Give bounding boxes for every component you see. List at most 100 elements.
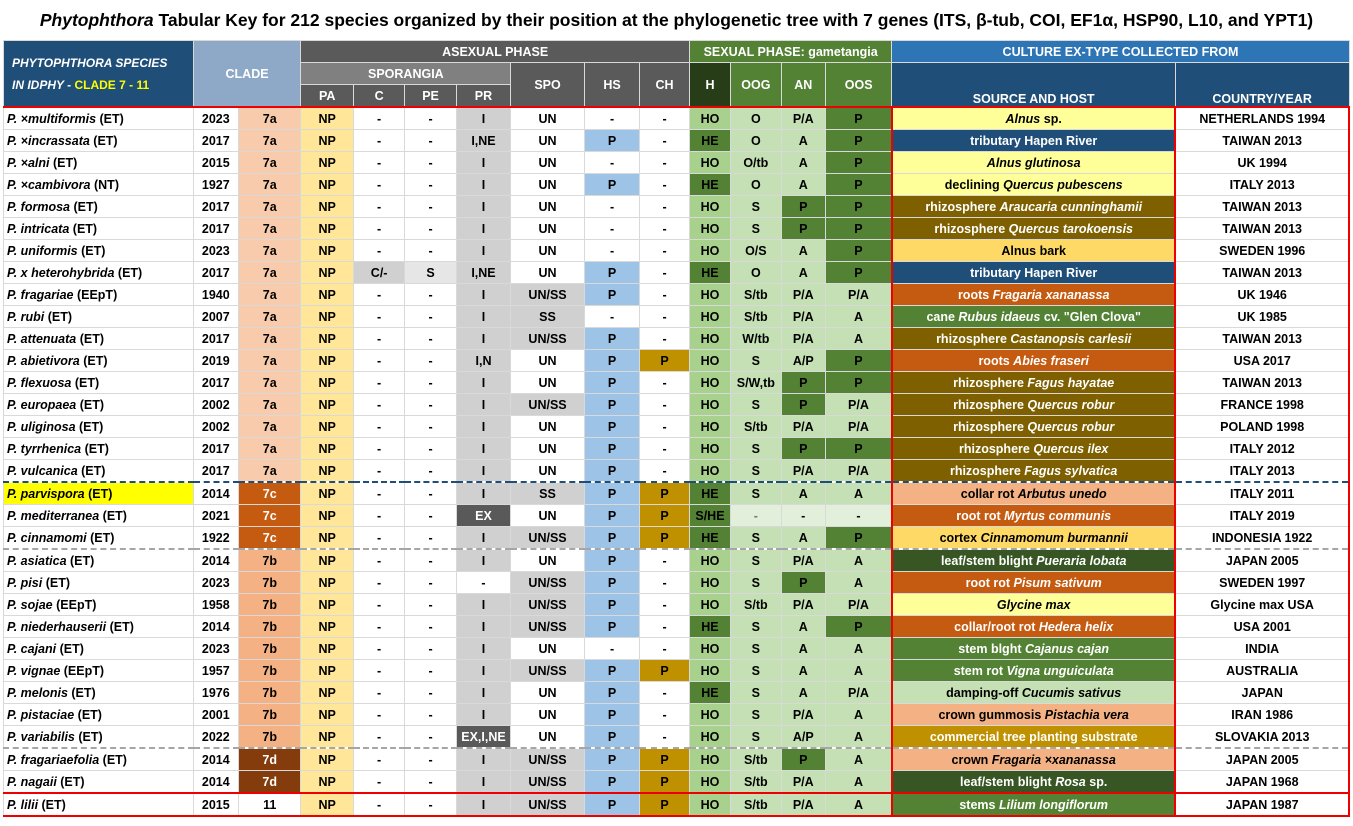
species-name: P. fragariaefolia (ET) — [3, 747, 194, 771]
h-cell: HO — [688, 792, 732, 817]
pr-cell: I — [455, 703, 512, 726]
clade-cell: 7d — [237, 747, 302, 771]
oog-cell: S/W,tb — [730, 371, 782, 394]
type-code: (ET) — [99, 752, 127, 767]
species-name: P. melonis (ET) — [3, 681, 194, 704]
pa-cell: NP — [300, 393, 354, 416]
source-cell: crown gummosis Pistachia vera — [890, 703, 1177, 726]
year-cell: 2017 — [192, 195, 239, 218]
title-text: Tabular Key for 212 species organized by… — [153, 10, 1314, 30]
pa-cell: NP — [300, 349, 354, 372]
pa-cell: NP — [300, 481, 354, 505]
pa-cell: NP — [300, 195, 354, 218]
pa-cell: NP — [300, 792, 354, 817]
an-cell: P — [780, 371, 826, 394]
hs-cell: P — [583, 571, 641, 594]
clade-cell: 7b — [237, 593, 302, 616]
type-code: (ET) — [42, 575, 70, 590]
an-cell: A — [780, 261, 826, 284]
oos-cell: P — [824, 195, 893, 218]
ch-cell: - — [639, 129, 690, 152]
species-binomial: P. x heterohybrida — [7, 265, 115, 280]
clade-cell: 7b — [237, 681, 302, 704]
an-cell: P/A — [780, 415, 826, 438]
ch-cell: - — [639, 703, 690, 726]
clade-cell: 7b — [237, 725, 302, 749]
clade-cell: 7a — [237, 173, 302, 196]
h-cell: HO — [688, 725, 732, 749]
clade-cell: 7a — [237, 415, 302, 438]
oog-cell: S — [730, 703, 782, 726]
species-binomial: P. pisi — [7, 575, 43, 590]
country-cell: AUSTRALIA — [1174, 659, 1350, 682]
h-cell: HE — [688, 615, 732, 638]
country-cell: FRANCE 1998 — [1174, 393, 1350, 416]
species-name: P. mediterranea (ET) — [3, 504, 194, 527]
spo-cell: SS — [510, 305, 585, 328]
pa-cell: NP — [300, 173, 354, 196]
pa-cell: NP — [300, 504, 354, 527]
country-cell: POLAND 1998 — [1174, 415, 1350, 438]
species-binomial: P. pistaciae — [7, 707, 75, 722]
h-cell: HO — [688, 437, 732, 460]
country-cell: TAIWAN 2013 — [1174, 217, 1350, 240]
species-binomial: P. flexuosa — [7, 375, 72, 390]
oos-cell: A — [824, 659, 893, 682]
oog-cell: O — [730, 261, 782, 284]
species-name: P. ×incrassata (ET) — [3, 129, 194, 152]
type-code: (ET) — [86, 530, 115, 545]
h-cell: HE — [688, 261, 732, 284]
pe-cell: - — [404, 681, 457, 704]
clade-cell: 7a — [237, 195, 302, 218]
source-cell: damping-off Cucumis sativus — [890, 681, 1177, 704]
pr-cell: I — [455, 770, 512, 794]
table-row: P. x heterohybrida (ET) 2017 7a NP C/- S I,NE U… — [3, 261, 1350, 284]
spo-cell: UN — [510, 459, 585, 483]
oos-cell: P — [824, 371, 893, 394]
c-cell: - — [352, 151, 406, 174]
species-binomial: P. vignae — [7, 663, 61, 678]
ch-cell: - — [639, 195, 690, 218]
pe-cell: - — [404, 349, 457, 372]
pr-cell: I — [455, 283, 512, 306]
oog-cell: O/tb — [730, 151, 782, 174]
hs-cell: P — [583, 415, 641, 438]
hs-cell: - — [583, 217, 641, 240]
source-cell: root rot Myrtus communis — [890, 504, 1177, 527]
pe-cell: - — [404, 504, 457, 527]
pr-cell: EX,I,NE — [455, 725, 512, 749]
species-binomial: P. uliginosa — [7, 419, 76, 434]
hs-cell: P — [583, 349, 641, 372]
pr-cell: I — [455, 481, 512, 505]
an-cell: P/A — [780, 459, 826, 483]
an-cell: P — [780, 195, 826, 218]
type-code: (ET) — [66, 553, 95, 568]
h-cell: HO — [688, 703, 732, 726]
pe-cell: - — [404, 217, 457, 240]
clade-cell: 7a — [237, 217, 302, 240]
oos-cell: P — [824, 526, 893, 550]
c-cell: - — [352, 129, 406, 152]
spo-cell: UN — [510, 195, 585, 218]
ch-cell: P — [639, 659, 690, 682]
oos-cell: A — [824, 770, 893, 794]
type-code: (ET) — [77, 243, 106, 258]
h-cell: HO — [688, 548, 732, 572]
oog-cell: S — [730, 659, 782, 682]
oos-cell: A — [824, 792, 893, 817]
pe-cell: - — [404, 305, 457, 328]
pa-cell: NP — [300, 681, 354, 704]
ch-cell: P — [639, 349, 690, 372]
an-cell: A — [780, 659, 826, 682]
c-cell: - — [352, 283, 406, 306]
header-pr: PR — [455, 84, 512, 108]
hs-cell: P — [583, 437, 641, 460]
spo-cell: UN — [510, 371, 585, 394]
spo-cell: UN — [510, 725, 585, 749]
type-code: (ET) — [71, 375, 100, 390]
country-cell: TAIWAN 2013 — [1174, 129, 1350, 152]
source-cell: rhizosphere Araucaria cunninghamii — [890, 195, 1177, 218]
ch-cell: - — [639, 327, 690, 350]
